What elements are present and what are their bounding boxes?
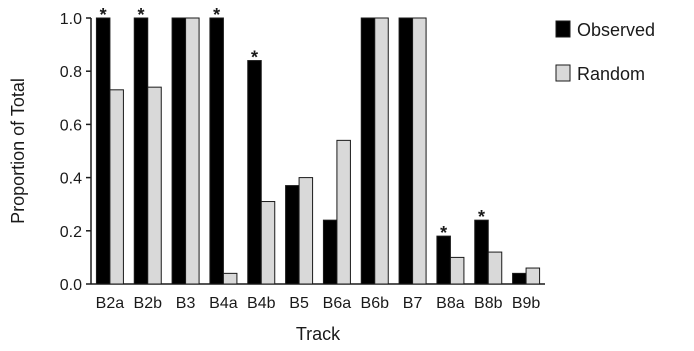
y-tick-label: 1.0 [60, 11, 82, 28]
x-tick-label-b2b: B2b [134, 295, 163, 312]
y-tick-label: 0.0 [60, 277, 82, 294]
y-tick-label: 0.6 [60, 117, 82, 134]
legend: Observed Random [555, 20, 655, 84]
y-tick-labels: 0.0 0.2 0.4 0.6 0.8 1.0 [60, 11, 91, 294]
y-tick-label: 0.4 [60, 171, 82, 188]
bar-random-b2a [109, 89, 124, 285]
bar-observed-b5 [285, 185, 300, 285]
x-tick-label-b2a: B2a [96, 295, 125, 312]
bar-observed-b9b [512, 272, 527, 285]
bar-observed-b6b [360, 17, 376, 285]
y-tick-label: 0.2 [60, 224, 82, 241]
bar-random-b6b [374, 17, 389, 285]
bar-observed-b8a [436, 235, 451, 285]
x-tick-label-b4a: B4a [209, 295, 238, 312]
x-tick-label-b6a: B6a [323, 295, 352, 312]
bar-observed-b4b [247, 60, 262, 285]
x-tick-label-b4b: B4b [247, 295, 276, 312]
axes [90, 18, 545, 285]
significance-star-b8b: * [478, 207, 485, 227]
significance-star-b8a: * [440, 223, 447, 243]
x-axis-title: Track [296, 324, 341, 344]
x-tick-labels: B2a B2b B3 B4a B4b B5 B6a B6b B7 B8a B8b B9b [96, 295, 541, 312]
significance-markers: * * * * * * [100, 5, 485, 243]
bar-random-b4a [222, 272, 238, 285]
x-tick-label-b3: B3 [176, 295, 196, 312]
bar-observed-b8b [474, 219, 489, 285]
bar-observed-b6a [322, 219, 338, 285]
bar-random-b2b [147, 86, 162, 285]
bar-random-b5 [298, 177, 314, 285]
significance-star-b2a: * [100, 5, 107, 25]
bar-observed-b3 [171, 17, 187, 285]
x-tick-label-b8b: B8b [474, 295, 503, 312]
bar-random-b9b [525, 267, 541, 285]
bar-random-b8b [487, 251, 503, 285]
bar-random-b3 [185, 17, 200, 285]
bar-observed-b7 [398, 17, 414, 285]
bar-observed-b4a [209, 17, 224, 285]
legend-label-observed: Observed [577, 20, 655, 40]
legend-swatch-observed [555, 20, 571, 38]
significance-star-b4b: * [251, 48, 258, 68]
x-tick-label-b6b: B6b [361, 295, 390, 312]
y-axis-title: Proportion of Total [8, 78, 28, 224]
x-tick-label-b9b: B9b [512, 295, 541, 312]
bar-observed-b2b [133, 17, 149, 285]
bar-random-b6a [336, 139, 351, 285]
bar-random-b7 [412, 17, 427, 285]
x-tick-label-b7: B7 [403, 295, 423, 312]
x-tick-label-b8a: B8a [436, 295, 465, 312]
significance-star-b4a: * [213, 5, 220, 25]
x-tick-label-b5: B5 [289, 295, 309, 312]
legend-label-random: Random [577, 64, 645, 84]
bar-random-b4b [260, 201, 276, 285]
significance-star-b2b: * [137, 5, 144, 25]
legend-swatch-random [555, 64, 571, 82]
bar-observed-b2a [95, 17, 111, 285]
bar-random-b8a [449, 256, 465, 285]
bars [95, 17, 541, 285]
y-tick-label: 0.8 [60, 64, 82, 81]
